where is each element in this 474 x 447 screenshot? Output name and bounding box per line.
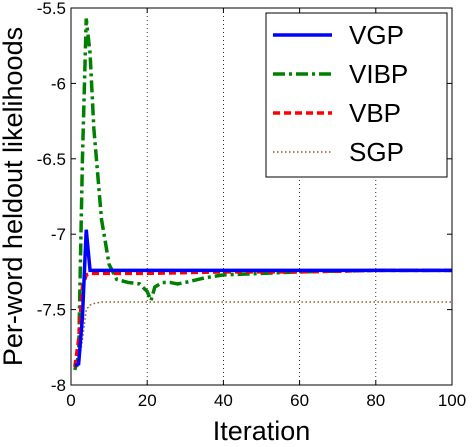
y-tick-label-2: -7 [51,225,66,244]
legend-box [265,12,448,178]
legend-label-vgp: VGP [349,20,404,50]
legend-label-vibp: VIBP [349,59,408,89]
y-tick-label-4: -6 [51,74,66,93]
x-tick-label-0: 0 [66,391,75,410]
grid-lines [146,8,377,385]
y-tick-label-0: -8 [51,376,66,395]
legend-label-vbp: VBP [349,98,401,128]
y-axis-label: Per-word heldout likelihoods [0,27,28,366]
plot-frame [70,7,453,386]
series-line-vibp [73,18,452,371]
y-tick-label-1: -7.5 [37,301,66,320]
series-lines [73,18,452,371]
y-tick-label-3: -6.5 [37,150,66,169]
series-line-vgp [74,229,452,368]
x-tick-label-2: 40 [214,391,233,410]
x-tick-label-3: 60 [290,391,309,410]
y-tick-label-5: -5.5 [37,0,66,18]
axis-ticks: 0 20 40 60 80 100 -8 -7.5 -7 -6.5 -6 -5.5 [37,0,466,410]
legend: VGP VIBP VBP SGP [265,12,448,178]
legend-label-sgp: SGP [349,137,404,167]
series-line-sgp [74,301,452,371]
x-tick-label-4: 80 [366,391,385,410]
x-tick-label-5: 100 [438,391,466,410]
x-tick-label-1: 20 [138,391,157,410]
x-axis-label: Iteration [213,416,311,446]
